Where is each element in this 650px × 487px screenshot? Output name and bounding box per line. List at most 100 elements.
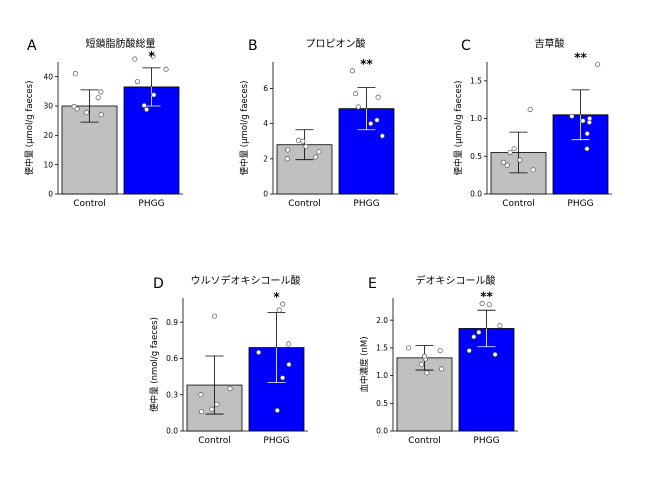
y-tick-label: 0.6 [166,354,178,363]
x-tick-label: Control [502,199,535,209]
x-tick-label: PHGG [567,199,593,209]
y-tick-label: 2 [263,154,268,163]
data-point [466,348,472,354]
y-tick-label: 0.9 [166,318,178,327]
panel-letter: C [461,38,471,54]
data-point [476,329,482,335]
data-point [424,370,430,376]
data-point [163,66,169,72]
data-point [212,313,218,319]
data-point [313,154,319,160]
significance-marker: ** [360,57,373,71]
panel-letter: E [368,276,377,292]
y-axis-label: 血中濃度 (nM) [359,336,370,392]
y-tick-label: 40 [43,72,53,81]
y-axis-label: 便中量 (μmol/g faeces) [453,81,464,176]
significance-marker: * [148,49,155,63]
chart-title: 短鎖脂肪酸総量 [86,37,156,50]
y-tick-label: 0.5 [376,399,388,408]
data-point [504,162,510,168]
data-point [418,361,425,368]
data-point [144,106,150,113]
significance-marker: * [273,290,280,304]
data-point [280,301,286,307]
y-tick-label: 4 [263,119,268,128]
data-point [584,131,590,137]
x-tick-label: Control [73,199,106,209]
data-point [303,143,309,150]
y-tick-label: 0.5 [470,152,482,161]
data-point [586,119,592,125]
significance-marker: ** [574,50,587,64]
data-point [134,79,141,85]
data-point [286,341,292,347]
data-point [141,102,147,108]
data-point [280,375,286,381]
data-point [72,71,78,77]
panel-letter: D [153,276,164,292]
chart-title: プロピオン酸 [306,37,366,50]
x-tick-label: Control [198,436,231,446]
y-tick-label: 1.0 [376,371,388,380]
data-point [527,106,533,113]
data-point [214,401,220,407]
data-point [276,307,282,313]
data-point [492,351,498,358]
data-point [209,406,215,412]
data-point [286,361,292,368]
data-point [439,366,445,372]
data-point [595,61,601,67]
y-tick-label: 20 [43,131,53,140]
data-point [316,149,322,155]
data-point [511,146,517,152]
data-point [497,323,503,329]
data-point [569,113,575,119]
data-point [437,348,443,354]
y-tick-label: 1.5 [470,76,482,85]
x-tick-label: PHGG [138,199,164,209]
y-tick-label: 0.0 [166,427,178,436]
y-tick-label: 1.5 [376,343,388,352]
data-point [517,157,523,163]
x-tick-label: Control [288,199,321,209]
data-point [150,53,156,59]
y-axis-label: 便中量 (μmol/g faeces) [24,81,35,176]
data-point [296,137,302,143]
data-point [580,118,586,124]
panel-a: A 短鎖脂肪酸総量 0 10 20 30 40 便中量 (μmol/g faeces) Cont… [24,37,183,209]
chart-title: ウルソデオキシコール酸 [191,274,301,287]
significance-marker: ** [480,290,493,304]
data-point [353,91,359,97]
y-tick-label: 1.0 [470,114,482,123]
chart-title: デオキシコール酸 [416,274,496,287]
y-tick-label: 0.0 [470,190,482,199]
data-point [471,334,477,340]
data-point [256,349,262,355]
data-point [74,106,80,112]
data-point [368,121,374,127]
data-point [379,133,385,139]
x-tick-label: PHGG [473,436,499,446]
data-point [406,345,412,351]
y-tick-label: 30 [43,102,53,111]
panel-e: E デオキシコール酸 0.0 0.5 1.0 1.5 2.0 血中濃度 (nM) Control… [359,274,518,446]
y-tick-label: 6 [263,84,268,93]
panel-b: B プロピオン酸 0 2 4 6 便中量 (μmol/g faeces) Control PHG… [239,37,398,209]
data-point [375,94,381,100]
panel-letter: A [27,38,37,54]
data-point [507,149,513,156]
y-tick-label: 0.0 [376,427,388,436]
data-point [300,138,306,144]
y-tick-label: 0 [48,190,53,199]
y-tick-label: 0 [263,190,268,199]
data-point [479,300,485,307]
y-tick-label: 10 [43,160,53,169]
data-point [285,147,291,153]
data-point [374,117,380,123]
data-point [355,104,361,110]
data-point [199,409,205,415]
data-point [98,89,104,95]
y-axis-label: 便中量 (μmol/g faeces) [239,81,250,176]
x-tick-label: PHGG [263,436,289,446]
